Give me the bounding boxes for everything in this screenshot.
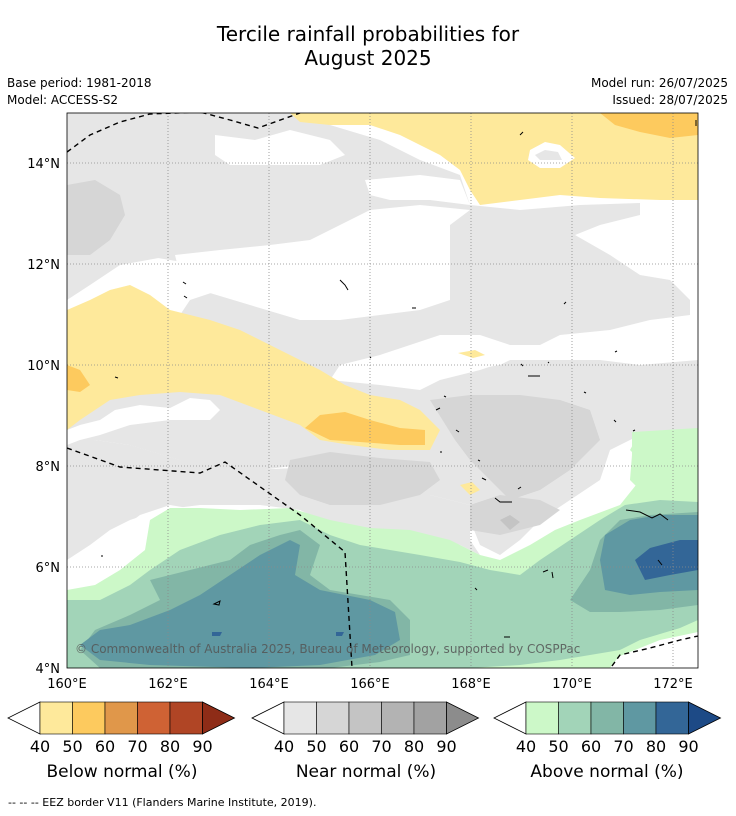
- lon-label: 164°E: [249, 677, 289, 692]
- legend-near-tick: 90: [436, 737, 456, 756]
- legend-above-tick: 40: [516, 737, 536, 756]
- legend-below-tick: 60: [95, 737, 115, 756]
- lon-label: 172°E: [653, 677, 693, 692]
- legend-above-tick: 50: [548, 737, 568, 756]
- legend-below-tick: 90: [192, 737, 212, 756]
- near-normal-north-right: [535, 150, 562, 160]
- legend-above-tick: 70: [613, 737, 633, 756]
- map-frame: [66, 112, 699, 669]
- below-normal-north-50: [600, 113, 698, 138]
- legend-label-above: Above normal (%): [530, 762, 684, 782]
- issued-date: Issued: 28/07/2025: [612, 93, 728, 107]
- legend-near-tick: 40: [274, 737, 294, 756]
- legend-near-max-arrow: [446, 701, 480, 735]
- above-normal-east-80: [635, 540, 698, 580]
- legend-colorbars: 40 50 60 70 80 90 40 50 60 70 80 90 40 50 60 70 80 90: [7, 701, 722, 756]
- lon-label: 160°E: [47, 677, 87, 692]
- lon-label: 170°E: [552, 677, 592, 692]
- copyright-notice: © Commonwealth of Australia 2025, Bureau…: [75, 642, 580, 656]
- near-normal-region-west: [67, 113, 420, 300]
- legend-near-tick: 60: [339, 737, 359, 756]
- above-normal-dot-b: [336, 632, 344, 636]
- title-line-1: Tercile rainfall probabilities for: [216, 22, 520, 46]
- white-gap-top: [215, 130, 345, 165]
- legend-near-tick: 80: [404, 737, 424, 756]
- lat-label: 14°N: [27, 157, 60, 172]
- model-run: Model run: 26/07/2025: [590, 76, 728, 90]
- lat-label: 8°N: [36, 460, 61, 475]
- eez-footnote: -- -- -- EEZ border V11 (Flanders Marine…: [8, 796, 317, 809]
- eez-borders: [67, 113, 698, 668]
- lat-label: 12°N: [27, 258, 60, 273]
- near-normal-50-c: [430, 395, 600, 500]
- legend-below-tick: 50: [62, 737, 82, 756]
- lon-label: 166°E: [350, 677, 390, 692]
- legend-above-swatch: [558, 701, 592, 735]
- below-normal-west: [67, 285, 440, 450]
- legend-below-swatch: [169, 701, 203, 735]
- legend-below-min-arrow: [7, 701, 41, 735]
- below-normal-center: [458, 350, 485, 358]
- below-normal-north: [290, 113, 698, 205]
- white-gap-left: [67, 398, 220, 445]
- above-normal-dot-a: [212, 632, 222, 636]
- islands: [101, 120, 697, 638]
- below-normal-center-south: [460, 482, 480, 495]
- title-line-2: August 2025: [304, 46, 432, 70]
- legend-near-min-arrow: [251, 701, 285, 735]
- legend-near-swatch: [381, 701, 415, 735]
- legend-above-swatch: [590, 701, 624, 735]
- above-normal-south-70: [80, 540, 400, 668]
- legend-below-tick: 70: [127, 737, 147, 756]
- model-name: Model: ACCESS-S2: [7, 93, 119, 107]
- probability-regions: [67, 113, 698, 668]
- above-normal-east-40: [630, 428, 698, 500]
- lon-label: 162°E: [148, 677, 188, 692]
- legend-near-swatch: [316, 701, 350, 735]
- legend-above-swatch: [623, 701, 657, 735]
- near-normal-50-b: [285, 452, 440, 505]
- gridlines: [67, 113, 698, 668]
- lon-label: 168°E: [451, 677, 491, 692]
- legend-above-min-arrow: [493, 701, 527, 735]
- legend-near-swatch: [413, 701, 447, 735]
- near-normal-50-a: [67, 180, 125, 255]
- below-normal-west-50-b: [305, 412, 425, 445]
- legend-above-swatch: [655, 701, 689, 735]
- legend-below-swatch: [39, 701, 73, 735]
- legend-below-tick: 80: [160, 737, 180, 756]
- legend-near-tick: 50: [306, 737, 326, 756]
- legend-above-swatch: [525, 701, 559, 735]
- near-normal-50-d: [470, 495, 560, 535]
- lat-label: 6°N: [36, 561, 61, 576]
- legend-below-swatch: [137, 701, 171, 735]
- legend-above-max-arrow: [688, 701, 722, 735]
- legend-above-tick: 60: [581, 737, 601, 756]
- base-period: Base period: 1981-2018: [7, 76, 152, 90]
- legend-below-max-arrow: [202, 701, 236, 735]
- legend-below-swatch: [72, 701, 106, 735]
- legend-label-below: Below normal (%): [46, 762, 198, 782]
- lat-label: 4°N: [36, 662, 61, 677]
- legend-label-near: Near normal (%): [295, 762, 437, 782]
- legend-below-swatch: [104, 701, 138, 735]
- white-gap-top-right: [365, 175, 470, 205]
- legend-near-tick: 70: [371, 737, 391, 756]
- legend-near-swatch: [348, 701, 382, 735]
- below-normal-west-50-a: [67, 365, 90, 392]
- legend-below-tick: 40: [30, 737, 50, 756]
- lat-label: 10°N: [27, 359, 60, 374]
- near-normal-60-a: [500, 515, 520, 530]
- above-normal-southeast-40: [600, 620, 698, 660]
- white-gap-mid: [175, 205, 470, 320]
- legend-above-tick: 80: [646, 737, 666, 756]
- legend-near-swatch: [283, 701, 317, 735]
- legend-above-tick: 90: [678, 737, 698, 756]
